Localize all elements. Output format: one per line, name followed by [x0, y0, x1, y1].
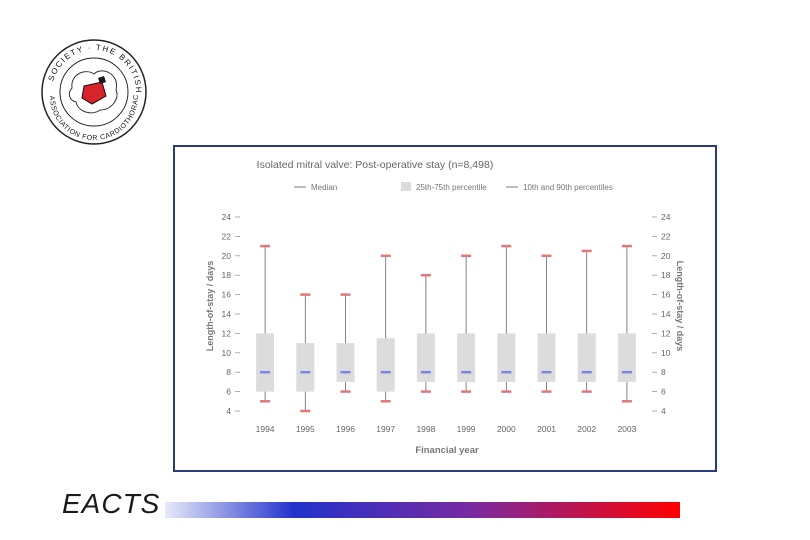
x-tick-label: 2001 [537, 424, 556, 434]
y-tick-label-right: 18 [661, 270, 671, 280]
boxplot-chart: Isolated mitral valve: Post-operative st… [205, 159, 685, 456]
y-tick-label-left: 10 [222, 348, 232, 358]
y-tick-label-right: 8 [661, 367, 666, 377]
eacts-wordmark: EACTS [62, 488, 161, 519]
y-tick-label-left: 4 [226, 406, 231, 416]
y-tick-label-right: 10 [661, 348, 671, 358]
iqr-box [537, 333, 556, 382]
y-tick-label-left: 6 [226, 387, 231, 397]
chart-frame: Isolated mitral valve: Post-operative st… [173, 145, 717, 472]
y-tick-label-left: 18 [222, 270, 232, 280]
x-tick-label: 1998 [416, 424, 435, 434]
x-tick-label: 2003 [617, 424, 636, 434]
y-tick-label-right: 24 [661, 212, 671, 222]
y-tick-label-right: 16 [661, 290, 671, 300]
iqr-box [577, 333, 596, 382]
y-axis-label-right: Length-of-stay / days [675, 261, 685, 352]
footer-gradient-bar [165, 502, 680, 518]
x-tick-label: 1999 [457, 424, 476, 434]
iqr-box [457, 333, 476, 382]
y-tick-label-left: 14 [222, 309, 232, 319]
y-tick-label-left: 22 [222, 231, 232, 241]
chart-title: Isolated mitral valve: Post-operative st… [257, 159, 494, 171]
x-tick-label: 1995 [296, 424, 315, 434]
chart-legend: Median 25th-75th percentile 10th and 90t… [294, 182, 613, 192]
y-tick-label-left: 16 [222, 290, 232, 300]
bacts-logo: SOCIETY · THE BRITISH ASSOCIATION FOR CA… [37, 33, 148, 146]
iqr-box [617, 333, 636, 382]
bacts-seal-icon: SOCIETY · THE BRITISH ASSOCIATION FOR CA… [37, 33, 147, 145]
y-axis-label-left: Length-of-stay / days [205, 261, 215, 352]
y-tick-label-right: 20 [661, 251, 671, 261]
iqr-box [376, 338, 395, 392]
x-tick-label: 1994 [256, 424, 275, 434]
x-axis-label: Financial year [415, 445, 479, 456]
y-tick-label-right: 12 [661, 328, 671, 338]
y-tick-label-right: 4 [661, 406, 666, 416]
iqr-box [256, 333, 275, 392]
x-tick-label: 1997 [376, 424, 395, 434]
y-tick-label-right: 22 [661, 231, 671, 241]
y-tick-label-left: 24 [222, 212, 232, 222]
legend-iqr-swatch [401, 182, 411, 191]
x-tick-label: 1996 [336, 424, 355, 434]
legend-whisker-label: 10th and 90th percentiles [523, 183, 613, 192]
y-tick-label-left: 8 [226, 367, 231, 377]
plot-area: 4 4 6 6 8 8 10 10 12 12 14 14 16 16 18 18 20 20 22 22 24 24 19… [222, 212, 671, 434]
iqr-box [416, 333, 435, 382]
iqr-box [497, 333, 516, 382]
legend-median-label: Median [311, 183, 337, 192]
x-tick-label: 2002 [577, 424, 596, 434]
iqr-box [336, 343, 355, 382]
y-tick-label-right: 6 [661, 387, 666, 397]
y-tick-label-left: 20 [222, 251, 232, 261]
iqr-box [296, 343, 315, 392]
y-tick-label-left: 12 [222, 328, 232, 338]
x-tick-label: 2000 [497, 424, 516, 434]
legend-iqr-label: 25th-75th percentile [416, 183, 487, 192]
y-tick-label-right: 14 [661, 309, 671, 319]
